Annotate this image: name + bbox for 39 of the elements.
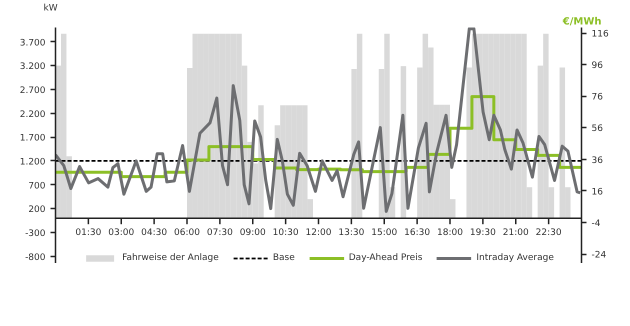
x-tick-label: 16:30 [404, 228, 430, 238]
x-tick-label: 12:00 [306, 228, 332, 238]
y2-axis-title: €/MWh [562, 16, 602, 28]
y-tick-label: 200 [28, 205, 46, 216]
x-tick-label: 01:30 [75, 228, 102, 238]
x-tick-label: 22:30 [536, 228, 562, 238]
x-tick-label: 07:30 [206, 228, 234, 238]
x-tick-label: 09:00 [240, 228, 266, 238]
y2-tick-label: 36 [592, 156, 604, 166]
x-tick-label: 15:00 [371, 228, 398, 238]
y-tick-label: 2.700 [20, 86, 46, 96]
x-tick-label: 10:30 [272, 228, 299, 238]
y-tick-label: -800 [25, 252, 46, 263]
y-tick-label: 1.200 [20, 157, 46, 168]
y-tick-label: -300 [25, 229, 46, 240]
y2-tick-label: 16 [592, 187, 604, 198]
y-tick-label: 3.700 [20, 38, 46, 48]
x-tick-label: 19:30 [470, 228, 496, 238]
y2-tick-label: 56 [592, 124, 604, 134]
y2-tick-label: -4 [592, 218, 601, 229]
y2-tick-label: 76 [592, 92, 604, 103]
legend-label: Base [272, 253, 295, 263]
legend-label: Day-Ahead Preis [348, 253, 422, 263]
x-tick-label: 06:00 [174, 228, 200, 238]
x-tick-label: 21:00 [502, 228, 529, 238]
y2-tick-label: 116 [592, 30, 609, 40]
y-tick-label: 2.200 [20, 110, 46, 120]
x-tick-label: 04:30 [141, 228, 168, 238]
x-tick-label: 18:00 [437, 228, 464, 238]
y-tick-label: 1.700 [20, 134, 46, 144]
y-tick-label: 3.200 [20, 62, 46, 72]
legend-label: Intraday Average [476, 253, 554, 263]
y2-tick-label: 96 [592, 61, 604, 72]
y2-tick-label: -24 [592, 250, 606, 261]
y-axis-title: kW [44, 4, 58, 14]
x-tick-label: 13:30 [338, 228, 365, 238]
legend-label: Fahrweise der Anlage [122, 253, 219, 263]
x-tick-label: 03:00 [108, 228, 134, 238]
y-tick-label: 700 [28, 181, 46, 192]
